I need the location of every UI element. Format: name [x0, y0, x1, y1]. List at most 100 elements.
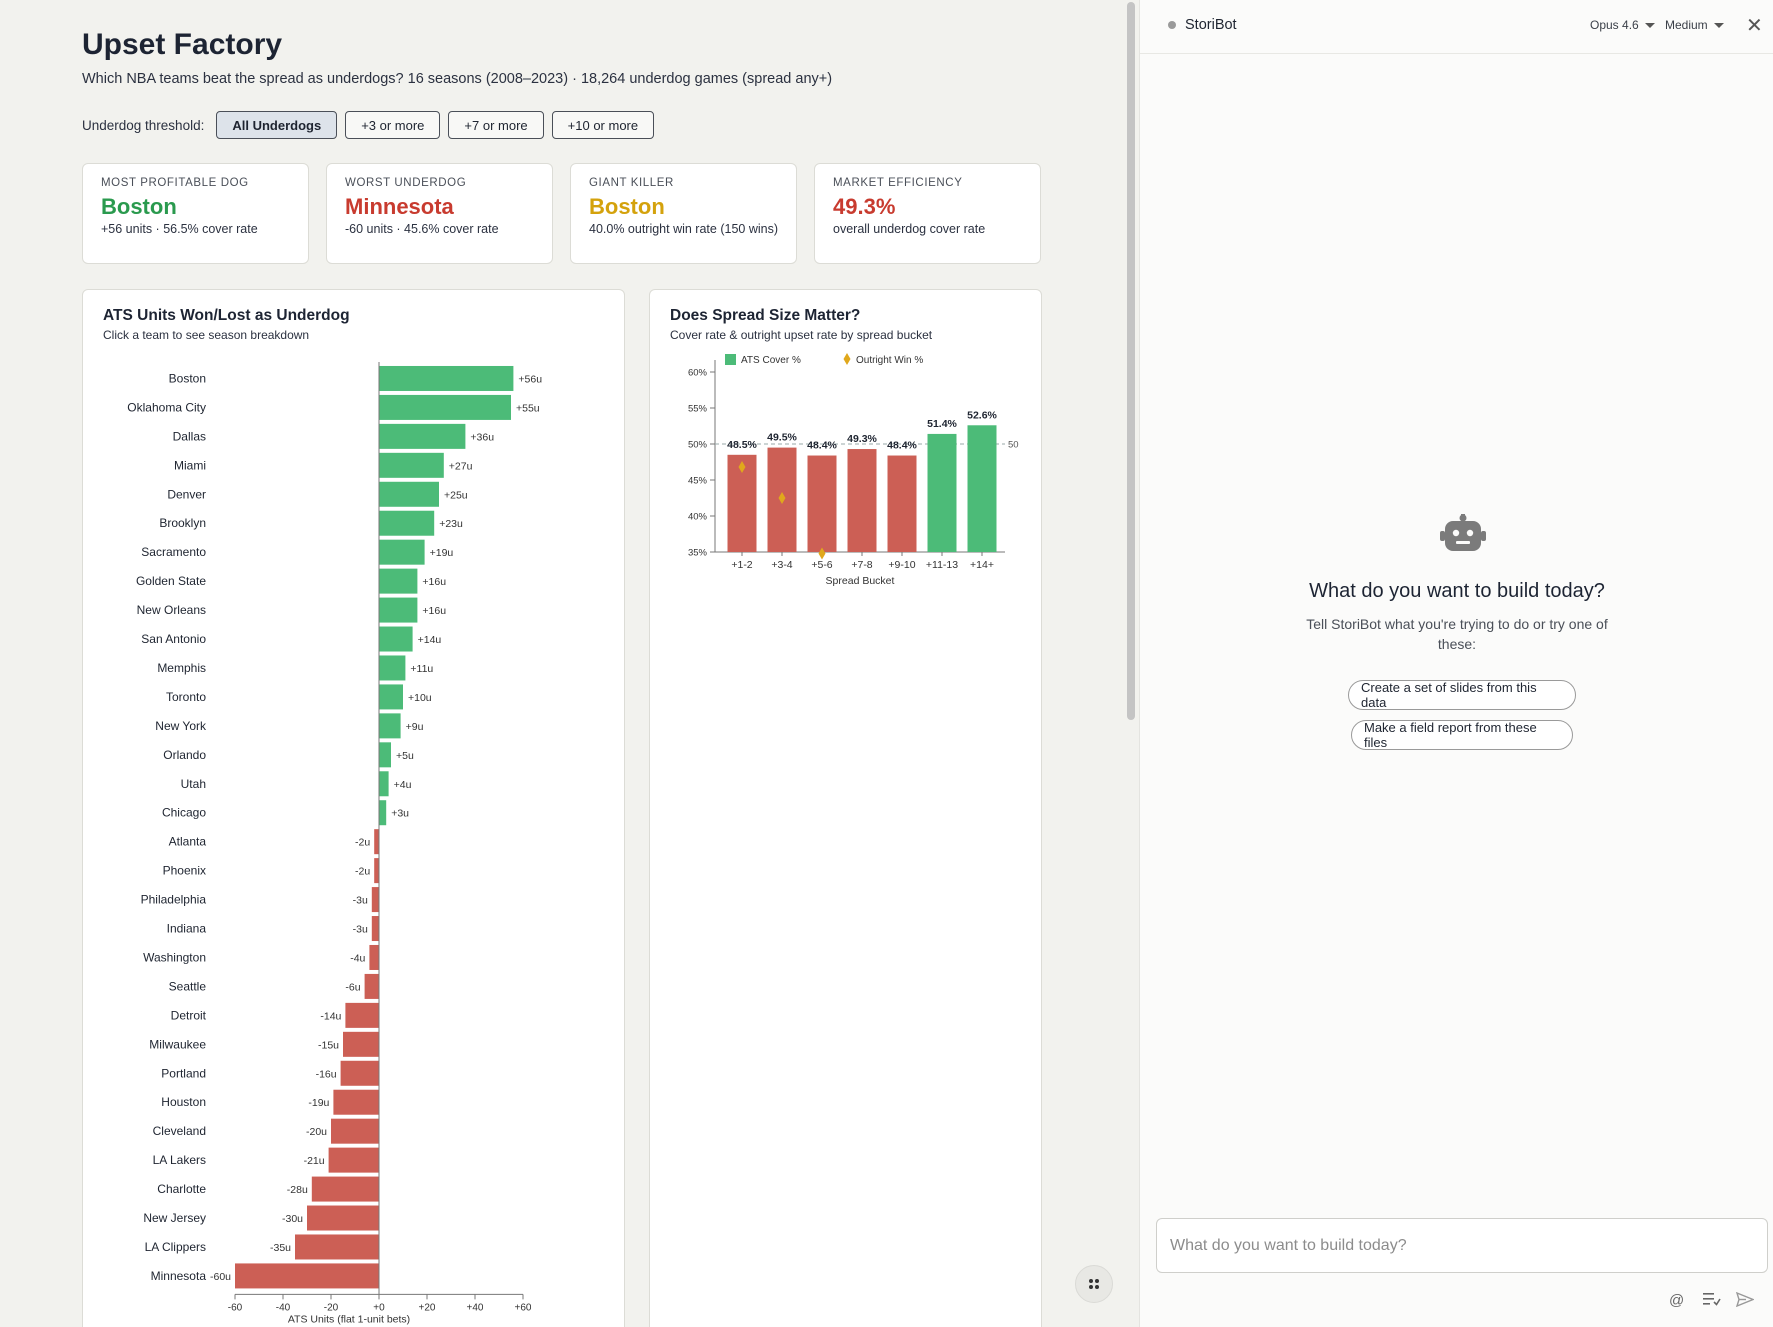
ats-bar[interactable]: [374, 858, 379, 884]
ats-value-label: +16u: [422, 605, 446, 617]
bot-name: StoriBot: [1185, 17, 1237, 33]
team-label: San Antonio: [141, 632, 206, 646]
ats-bar[interactable]: [374, 829, 379, 855]
ats-bar[interactable]: [379, 655, 406, 681]
ats-bar[interactable]: [307, 1205, 379, 1231]
bar-value-label: 52.6%: [967, 409, 997, 421]
ats-bar[interactable]: [379, 394, 511, 420]
status-dot-icon: [1168, 21, 1176, 29]
ats-bar[interactable]: [328, 1147, 379, 1173]
ats-bar[interactable]: [331, 1118, 379, 1144]
ats-bar[interactable]: [364, 973, 379, 999]
grid-menu-button[interactable]: [1075, 1265, 1113, 1303]
filter-7-plus-button[interactable]: +7 or more: [448, 111, 544, 139]
ats-units-chart: Boston +56u Oklahoma City +55u Dallas +36u Mia…: [127, 362, 542, 1325]
x-axis-tick-label: +0: [373, 1302, 385, 1313]
ats-bar[interactable]: [379, 771, 389, 797]
team-label: Brooklyn: [159, 516, 206, 530]
page-subtitle: Which NBA teams beat the spread as under…: [82, 71, 833, 87]
x-axis-tick-label: +14+: [970, 559, 994, 571]
x-axis-title: ATS Units (flat 1-unit bets): [288, 1313, 410, 1325]
close-icon[interactable]: ✕: [1746, 15, 1763, 37]
bar-value-label: 49.5%: [767, 432, 797, 444]
reference-line-label: 50: [1008, 440, 1019, 451]
welcome-title: What do you want to build today?: [1309, 580, 1605, 602]
ats-value-label: -2u: [355, 837, 370, 849]
ats-value-label: -3u: [353, 895, 368, 907]
y-axis-tick-label: 35%: [688, 548, 708, 559]
effort-label: Medium: [1665, 18, 1708, 32]
ats-value-label: +10u: [408, 692, 432, 704]
filter-all-underdogs-button[interactable]: All Underdogs: [216, 111, 338, 139]
team-label: LA Clippers: [145, 1240, 206, 1254]
ats-bar[interactable]: [369, 944, 379, 970]
main-scrollbar[interactable]: [1127, 2, 1135, 720]
team-label: Orlando: [163, 748, 206, 762]
ats-bar[interactable]: [371, 887, 379, 913]
ats-bar[interactable]: [379, 539, 425, 565]
kpi-value: 49.3%: [833, 194, 896, 219]
spread-cover-bar: [927, 433, 957, 552]
suggestion-slides-button[interactable]: Create a set of slides from this data: [1348, 680, 1576, 710]
ats-value-label: -15u: [318, 1039, 339, 1051]
effort-selector[interactable]: Medium: [1665, 18, 1724, 32]
y-axis-tick-label: 55%: [688, 404, 708, 415]
ats-bar[interactable]: [295, 1234, 379, 1260]
ats-bar[interactable]: [379, 568, 418, 594]
ats-bar[interactable]: [379, 626, 413, 652]
prompt-list-icon[interactable]: [1703, 1292, 1721, 1306]
kpi-card-giant-killer: Giant Killer Boston 40.0% outright win r…: [570, 163, 797, 264]
composer-input[interactable]: [1156, 1218, 1768, 1273]
ats-bar[interactable]: [340, 1060, 379, 1086]
ats-value-label: +3u: [391, 808, 409, 820]
team-label: Detroit: [171, 1008, 207, 1022]
ats-bar[interactable]: [345, 1002, 379, 1028]
ats-bar[interactable]: [379, 742, 391, 768]
ats-bar[interactable]: [379, 684, 403, 710]
ats-bar[interactable]: [311, 1176, 379, 1202]
ats-bar[interactable]: [379, 481, 439, 507]
send-icon[interactable]: [1736, 1292, 1754, 1307]
team-label: Phoenix: [163, 864, 206, 878]
dashboard-main: Upset Factory Which NBA teams beat the s…: [82, 28, 1113, 1327]
kpi-label: Market Efficiency: [833, 177, 963, 189]
ats-value-label: +5u: [396, 750, 414, 762]
spread-size-panel: Does Spread Size Matter? Cover rate & ou…: [649, 289, 1042, 1327]
x-axis-tick-label: +3-4: [771, 559, 792, 571]
ats-bar[interactable]: [343, 1031, 379, 1057]
kpi-value: Boston: [589, 194, 665, 219]
legend-label-outright: Outright Win %: [856, 355, 923, 366]
ats-bar[interactable]: [379, 713, 401, 739]
ats-value-label: +25u: [444, 489, 468, 501]
filter-3-plus-button[interactable]: +3 or more: [345, 111, 441, 139]
team-label: Chicago: [162, 806, 206, 820]
ats-bar[interactable]: [379, 452, 444, 478]
ats-units-panel: ATS Units Won/Lost as Underdog Click a t…: [82, 289, 625, 1327]
x-axis-tick-label: -60: [228, 1302, 243, 1313]
y-axis-tick-label: 45%: [688, 476, 708, 487]
kpi-card-worst-underdog: Worst Underdog Minnesota -60 units · 45.…: [326, 163, 553, 264]
ats-bar[interactable]: [379, 423, 466, 449]
suggestion-field-report-button[interactable]: Make a field report from these files: [1351, 720, 1573, 750]
mention-icon[interactable]: @: [1669, 1292, 1685, 1309]
model-selector[interactable]: Opus 4.6: [1590, 18, 1655, 32]
team-label: Oklahoma City: [127, 400, 206, 414]
x-axis-tick-label: +7-8: [851, 559, 872, 571]
threshold-filter: Underdog threshold: All Underdogs +3 or …: [82, 110, 662, 140]
ats-bar[interactable]: [379, 510, 435, 536]
ats-bar[interactable]: [379, 597, 418, 623]
chevron-down-icon: [1713, 22, 1724, 28]
team-label: Charlotte: [157, 1182, 206, 1196]
ats-panel-subtitle: Click a team to see season breakdown: [103, 328, 310, 342]
x-axis-tick-label: +5-6: [811, 559, 832, 571]
storibot-header: StoriBot Opus 4.6 Medium ✕: [1140, 0, 1773, 54]
ats-bar[interactable]: [379, 365, 514, 391]
ats-bar[interactable]: [371, 916, 379, 942]
legend-swatch-ats: [725, 354, 736, 365]
spread-panel-title: Does Spread Size Matter?: [670, 307, 861, 324]
team-label: Boston: [169, 371, 206, 385]
ats-bar[interactable]: [379, 800, 387, 826]
filter-10-plus-button[interactable]: +10 or more: [551, 111, 655, 139]
ats-bar[interactable]: [235, 1263, 379, 1289]
ats-bar[interactable]: [333, 1089, 379, 1115]
